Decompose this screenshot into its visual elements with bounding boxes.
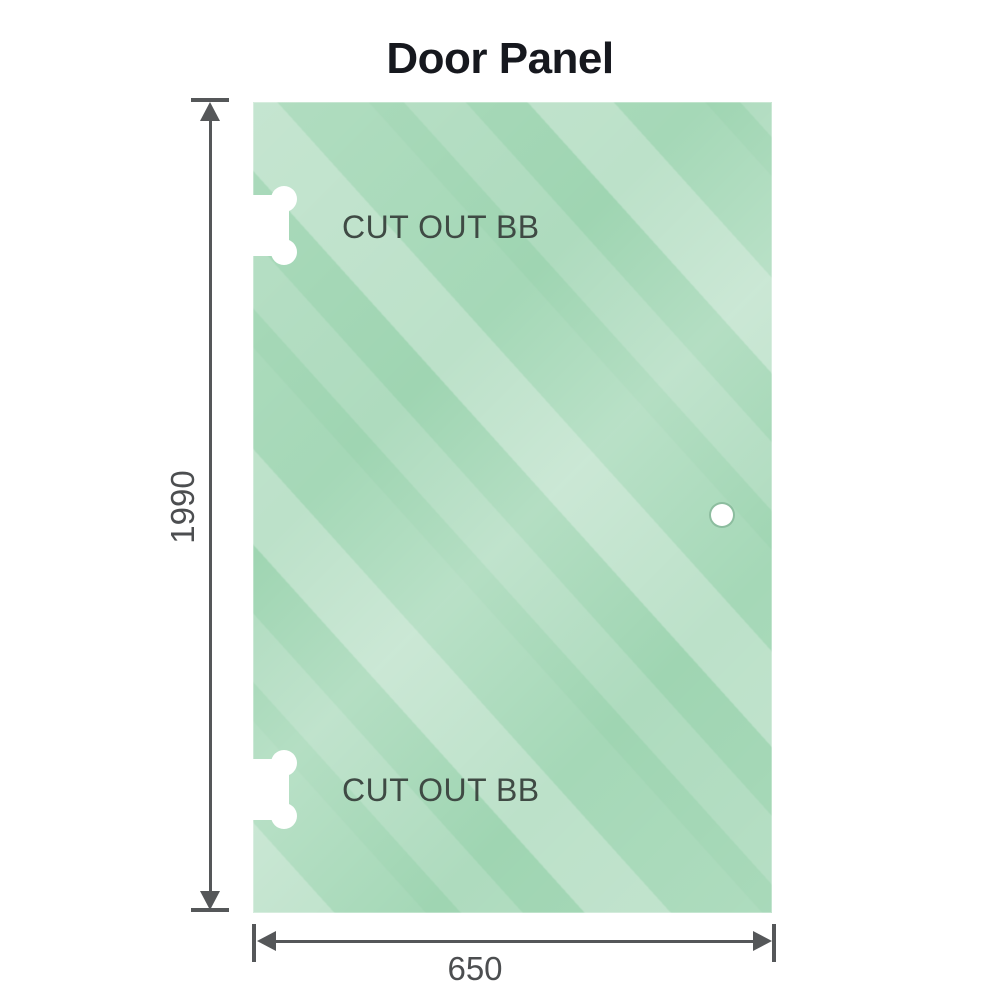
- height-dimension-arrow-up-icon: [200, 102, 220, 121]
- cutout-label-upper: CUT OUT BB: [342, 209, 540, 245]
- width-dimension-line: [275, 940, 755, 943]
- glass-sheen-overlay: [253, 102, 772, 913]
- glass-surface: [253, 102, 772, 913]
- cutout-fill: [253, 198, 284, 253]
- cutout-upper-left: [253, 186, 297, 265]
- handle-hole-icon: [711, 504, 733, 526]
- glass-streak-pattern: [253, 102, 772, 913]
- page-title: Door Panel: [386, 34, 614, 83]
- height-dimension-bottom-tick: [191, 908, 229, 912]
- width-dimension-arrow-right-icon: [753, 931, 772, 951]
- height-dimension-top-tick: [191, 98, 229, 102]
- cutout-fill: [253, 762, 284, 817]
- height-dimension-arrow-down-icon: [200, 891, 220, 910]
- width-dimension-left-tick: [252, 924, 256, 962]
- height-dimension-label: 1990: [164, 470, 201, 544]
- cutout-label-lower: CUT OUT BB: [342, 772, 540, 808]
- height-dimension-line: [209, 118, 212, 897]
- glass-door-panel: CUT OUT BB CUT OUT BB: [253, 102, 772, 913]
- cutout-lower-left: [253, 750, 297, 829]
- width-dimension-label: 650: [447, 950, 503, 987]
- width-dimension-right-tick: [772, 924, 776, 962]
- width-dimension-arrow-left-icon: [257, 931, 276, 951]
